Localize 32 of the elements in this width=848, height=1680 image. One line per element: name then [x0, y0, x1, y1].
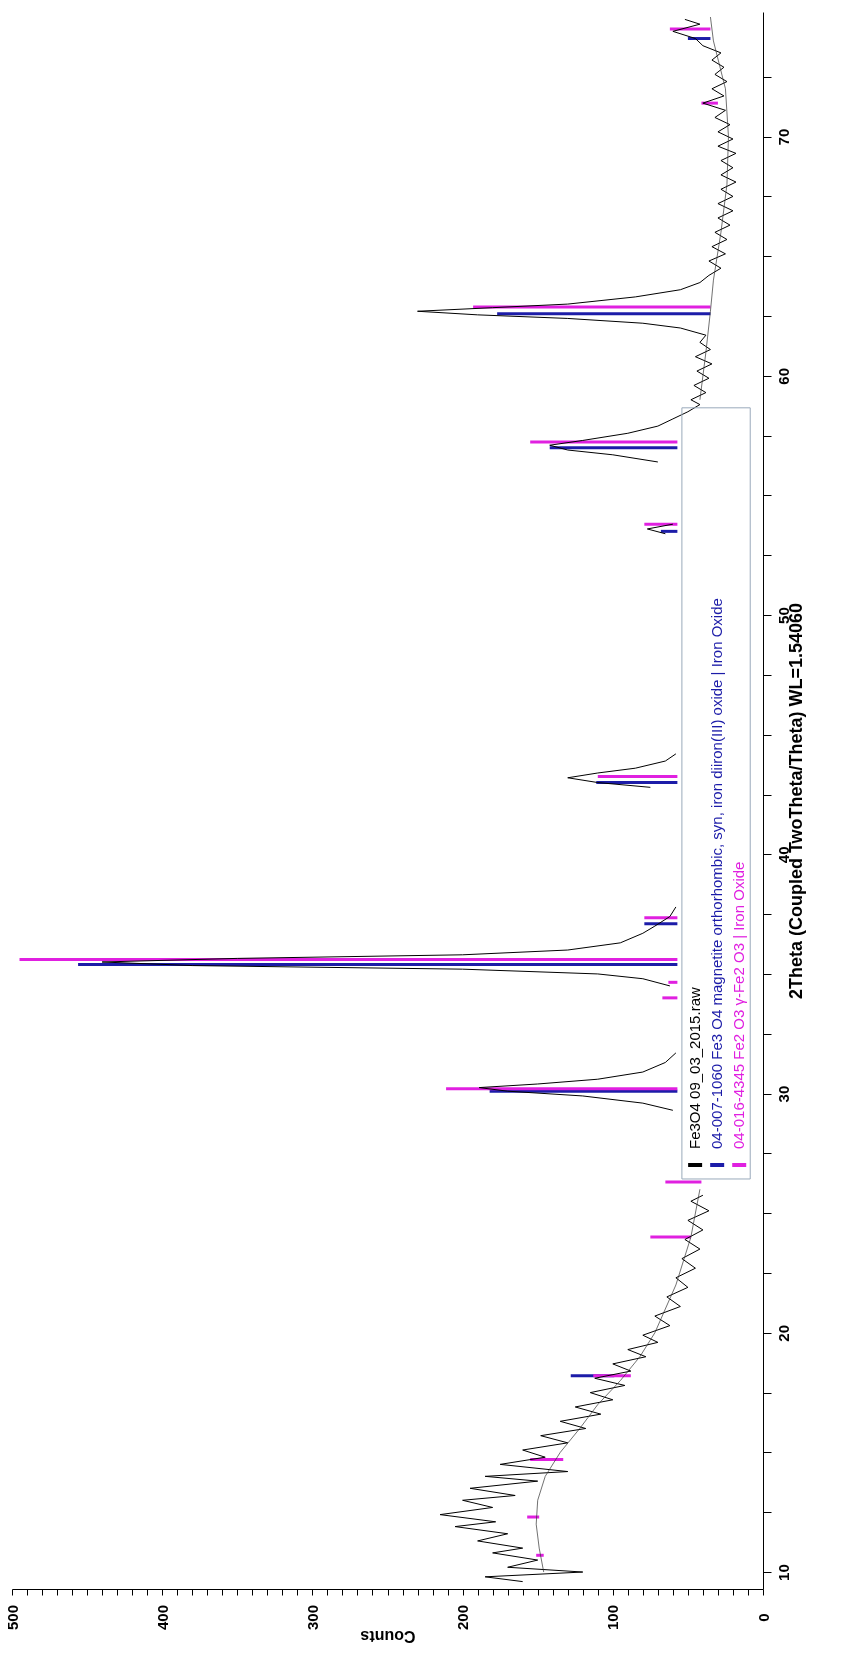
y-tick-label: 30	[774, 1085, 792, 1103]
bar	[446, 1087, 678, 1091]
x-tick-label: 300	[303, 1604, 321, 1631]
y-tick-label: 10	[774, 1564, 792, 1581]
y-tick-label: 20	[774, 1324, 792, 1342]
bar	[489, 1089, 678, 1093]
bar	[662, 996, 678, 1000]
bar	[596, 781, 678, 785]
bar	[19, 958, 678, 962]
bar	[668, 980, 678, 984]
y-tick-label: 70	[774, 128, 792, 146]
x-axis-title: Counts	[360, 1628, 416, 1646]
y-tick-label: 60	[774, 368, 792, 385]
bar	[527, 1515, 540, 1519]
bar	[650, 1235, 691, 1239]
text: 04-007-1060 Fe3 O4 magnetite orthorhombic, syn, iron diiron(III) oxide | Iron Oxide	[708, 598, 726, 1149]
bar	[78, 962, 678, 966]
bar	[665, 1180, 702, 1184]
x-tick-label: 400	[153, 1604, 171, 1631]
x-tick-label: 500	[3, 1604, 21, 1631]
x-tick-label: 0	[754, 1613, 772, 1622]
text: Fe3O4 09_03_2015.raw	[686, 987, 704, 1149]
bar	[497, 312, 711, 316]
text: 04-016-4345 Fe2 O3 γ-Fe2 O3 | Iron Oxide	[730, 861, 748, 1149]
x-tick-label: 100	[604, 1604, 622, 1631]
bar	[644, 922, 678, 926]
bar	[530, 440, 678, 444]
bar	[660, 529, 678, 533]
bar	[644, 916, 678, 920]
bar	[549, 446, 678, 450]
bar	[597, 775, 678, 779]
x-tick-label: 200	[454, 1604, 472, 1631]
